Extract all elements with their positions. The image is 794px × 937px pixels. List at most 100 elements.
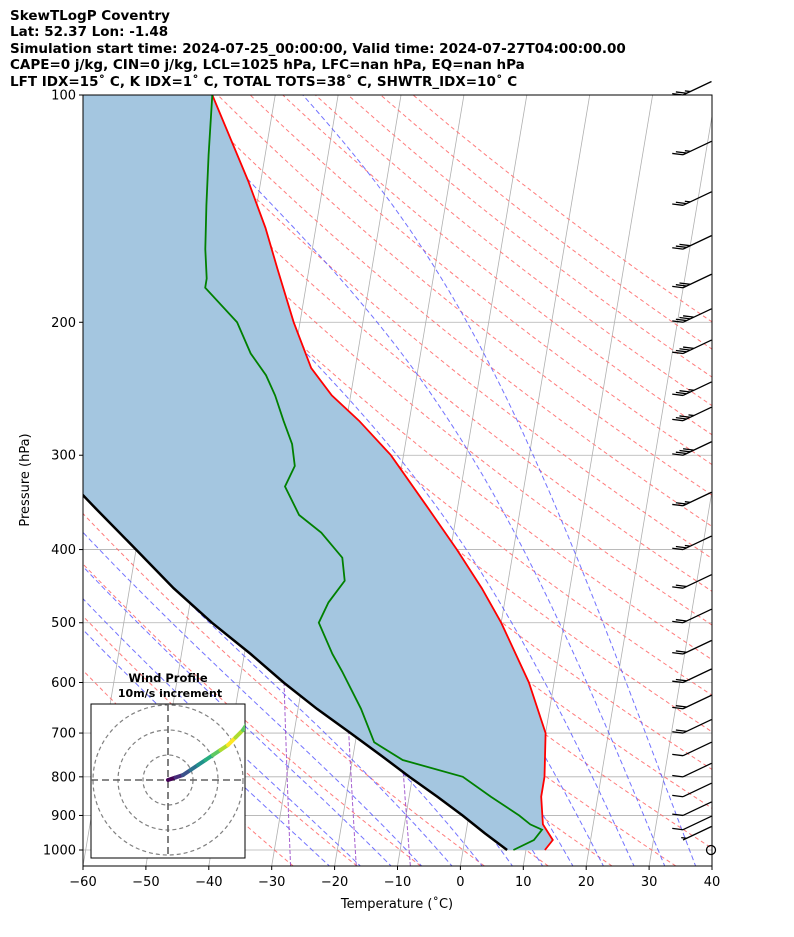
hodograph-segment bbox=[253, 703, 256, 708]
cape-area bbox=[83, 95, 553, 850]
barb-flag bbox=[672, 794, 684, 798]
wind-barbs bbox=[672, 80, 717, 856]
x-axis-label: Temperature (˚C) bbox=[340, 896, 453, 912]
barb-flag bbox=[672, 706, 684, 710]
barb-flag bbox=[672, 393, 684, 397]
x-tick-label: 0 bbox=[456, 875, 464, 890]
wind-barb bbox=[705, 844, 717, 856]
dry-adiabat bbox=[282, 95, 712, 436]
isotherm-20 bbox=[585, 113, 712, 866]
barb-staff bbox=[682, 273, 712, 289]
barb-flag bbox=[683, 448, 694, 451]
barb-flag bbox=[675, 349, 687, 353]
wind-barb bbox=[672, 339, 712, 355]
wind-barb bbox=[681, 825, 712, 841]
barb-flag bbox=[679, 243, 691, 247]
barb-flag bbox=[679, 390, 691, 393]
barb-half-flag bbox=[688, 414, 694, 417]
wind-barb bbox=[672, 574, 712, 589]
x-tick-label: 20 bbox=[578, 875, 595, 890]
cape-fill bbox=[83, 95, 553, 850]
isotherm-30 bbox=[648, 488, 712, 866]
x-tick-label: −30 bbox=[258, 875, 285, 890]
inset-subtitle: 10m/s increment bbox=[118, 687, 222, 700]
barb-flag bbox=[683, 315, 694, 318]
barb-flag bbox=[675, 502, 687, 505]
wind-barb bbox=[672, 608, 712, 624]
moist-adiabat bbox=[83, 494, 453, 866]
header-cape: CAPE=0 j/kg, CIN=0 j/kg, LCL=1025 hPa, L… bbox=[10, 57, 525, 74]
wind-barb bbox=[672, 741, 712, 757]
wind-barb bbox=[672, 441, 712, 456]
y-tick-label: 200 bbox=[51, 316, 76, 331]
dry-adiabat bbox=[83, 563, 422, 866]
barb-flag bbox=[679, 348, 691, 351]
barb-staff bbox=[682, 639, 712, 655]
barb-flag bbox=[675, 650, 687, 653]
y-tick-label: 700 bbox=[51, 727, 76, 742]
barb-staff bbox=[682, 718, 712, 734]
barb-flag bbox=[672, 152, 684, 156]
barb-half-flag bbox=[684, 200, 691, 203]
barb-flag bbox=[675, 584, 687, 588]
barb-staff bbox=[682, 140, 712, 156]
barb-flag bbox=[679, 316, 691, 320]
barb-flag bbox=[672, 453, 684, 456]
barb-flag bbox=[672, 547, 684, 551]
barb-flag bbox=[672, 351, 684, 355]
barb-flag bbox=[675, 619, 687, 622]
barb-flag bbox=[672, 651, 684, 655]
barb-flag bbox=[675, 201, 687, 205]
temperature-line bbox=[211, 95, 554, 851]
wind-barb bbox=[672, 815, 712, 831]
barb-flag bbox=[675, 451, 687, 455]
barb-flag bbox=[672, 586, 684, 589]
moist-adiabat bbox=[302, 95, 697, 866]
header-indices: LFT IDX=15˚ C, K IDX=1˚ C, TOTAL TOTS=38… bbox=[10, 73, 518, 90]
hodograph-segment bbox=[241, 723, 245, 732]
barb-flag bbox=[672, 731, 684, 734]
wind-barb bbox=[672, 639, 712, 655]
barb-staff bbox=[682, 815, 712, 831]
barb-staff bbox=[682, 762, 712, 778]
y-tick-label: 500 bbox=[51, 616, 76, 631]
barb-staff bbox=[682, 668, 712, 684]
moist-adiabat bbox=[167, 95, 666, 866]
barb-staff bbox=[682, 441, 712, 456]
axes: Temperature (˚C) Pressure (hPa) 10020030… bbox=[18, 89, 720, 913]
dry-adiabat bbox=[83, 615, 358, 866]
barb-staff bbox=[682, 694, 712, 710]
header-location: Lat: 52.37 Lon: -1.48 bbox=[10, 24, 169, 41]
barb-flag bbox=[672, 203, 684, 206]
hodograph-segment bbox=[251, 708, 254, 716]
barb-staff bbox=[682, 235, 712, 250]
wind-barb bbox=[672, 273, 712, 289]
wind-profile-inset: Wind Profile 10m/s increment bbox=[90, 671, 256, 859]
x-tick-label: 30 bbox=[641, 875, 658, 890]
dry-adiabat bbox=[83, 126, 712, 661]
barb-staff bbox=[682, 782, 712, 798]
dry-adiabat bbox=[217, 95, 712, 496]
wind-barb bbox=[672, 694, 712, 710]
barb-flag bbox=[672, 620, 684, 624]
barb-flag bbox=[675, 151, 687, 154]
barb-half-flag bbox=[688, 388, 694, 391]
barb-flag bbox=[679, 449, 691, 453]
dewpoint-line bbox=[204, 95, 544, 851]
profiles bbox=[83, 95, 554, 851]
barb-staff bbox=[682, 741, 712, 757]
moist-adiabat bbox=[83, 531, 423, 866]
wind-barb bbox=[672, 191, 712, 206]
barb-half-flag bbox=[681, 836, 687, 839]
x-tick-label: −10 bbox=[384, 875, 411, 890]
barb-flag bbox=[672, 503, 684, 507]
x-tick-label: −50 bbox=[132, 875, 159, 890]
hodograph-segment bbox=[248, 715, 251, 723]
chart-header: SkewTLogP Coventry Lat: 52.37 Lon: -1.48… bbox=[10, 8, 626, 90]
barb-flag bbox=[672, 247, 684, 250]
x-tick-label: 10 bbox=[515, 875, 532, 890]
dry-adiabat bbox=[83, 164, 712, 696]
x-tick-label: 40 bbox=[704, 875, 721, 890]
barb-flag bbox=[672, 680, 684, 684]
barb-flag bbox=[675, 284, 687, 287]
